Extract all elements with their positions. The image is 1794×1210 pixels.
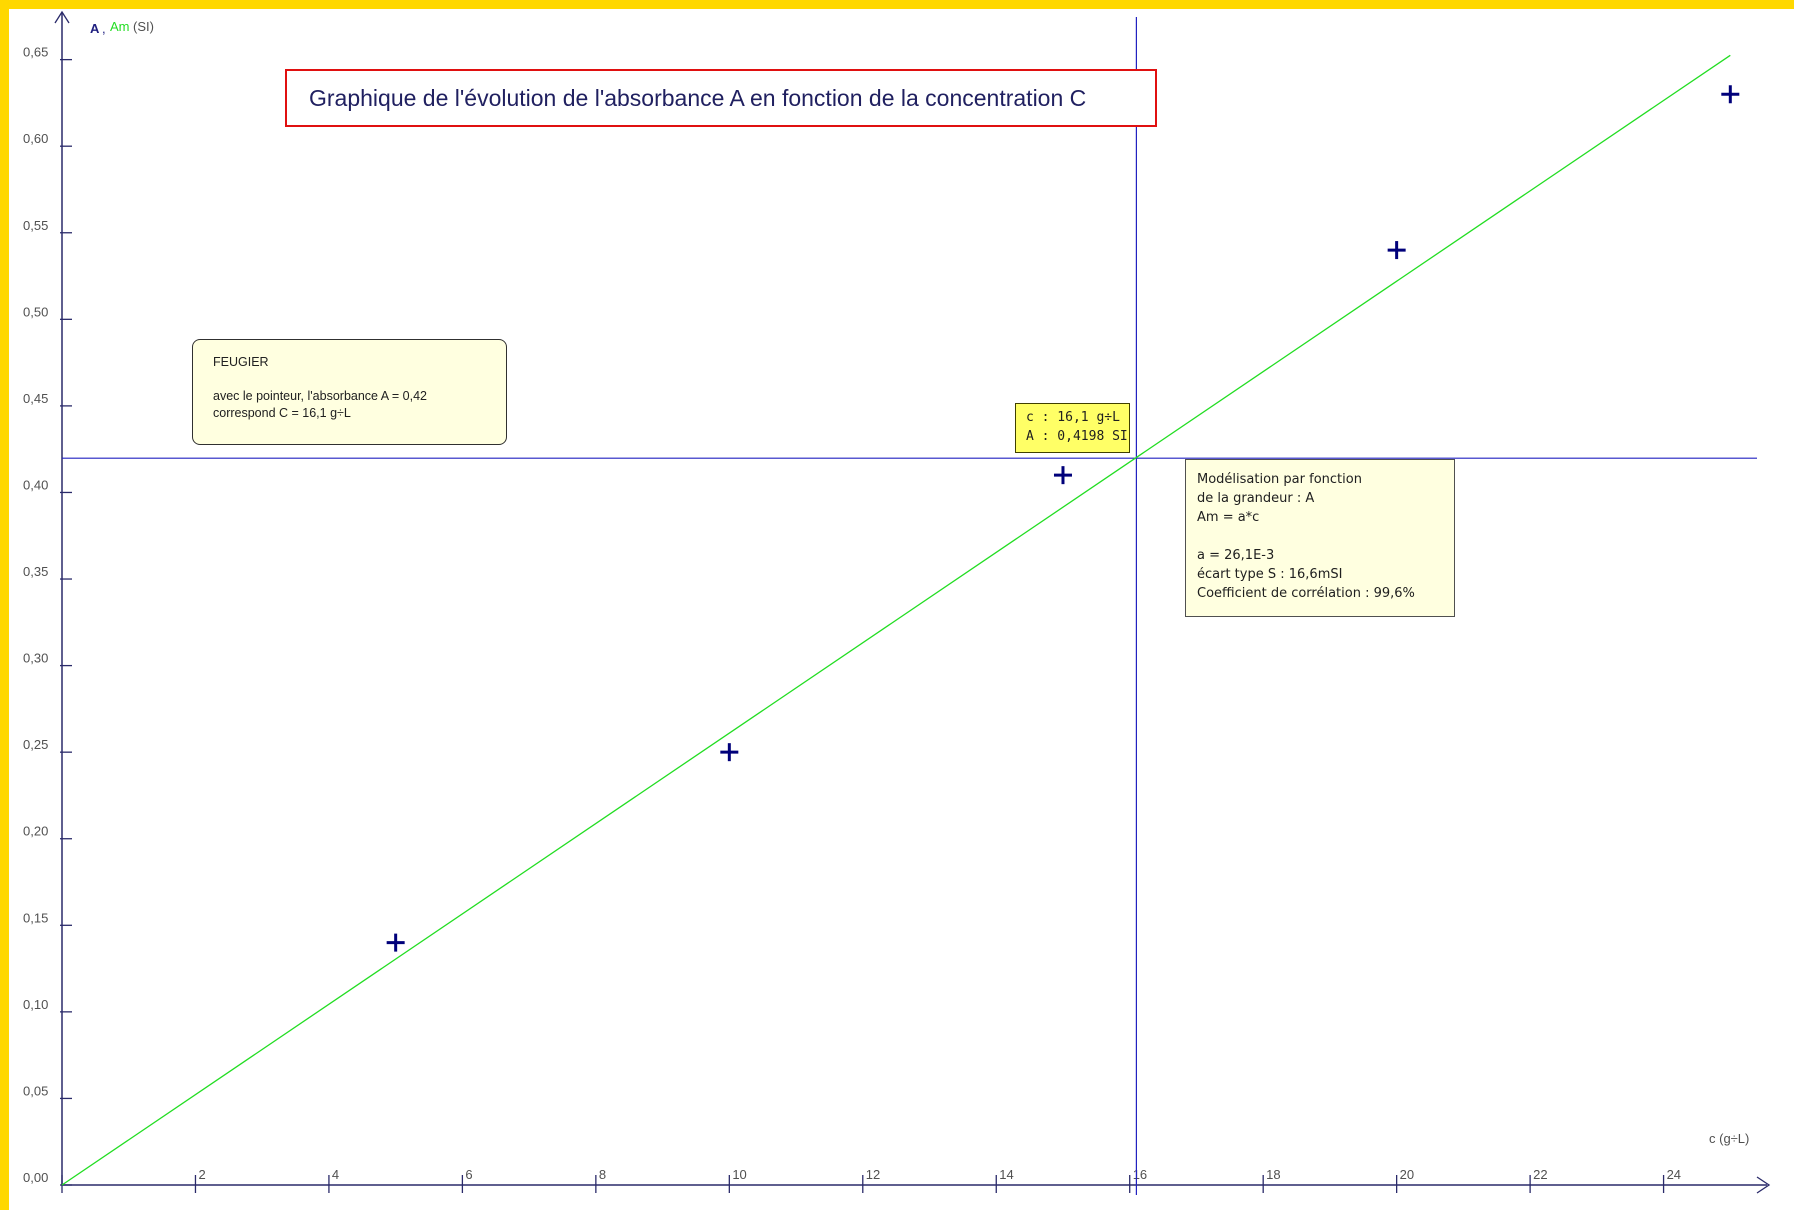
axis-ticks: 2 4 6 8 10 12 14 16 18 20 22 240,000,050,100,150,20… [23,45,1681,1193]
y-axis-separator: , [102,21,106,36]
cursor-readout-a: A : 0,4198 SI [1026,429,1128,444]
x-tick-label: 10 [732,1167,746,1182]
x-tick-label: 12 [866,1167,880,1182]
cursor-readout-c: c : 16,1 g÷L [1026,410,1120,425]
y-axis-arrow [54,10,70,24]
axis-labels: A , Am (SI) c (g÷L) [90,19,1749,1146]
data-point [1721,85,1740,104]
model-gap [1197,527,1443,546]
x-tick-label: 14 [999,1167,1013,1182]
note-gap [213,371,486,388]
data-point [386,933,405,952]
note-author: FEUGIER [213,355,269,369]
x-tick-label: 4 [332,1167,339,1182]
x-tick-label: 2 [198,1167,205,1182]
x-tick-label: 16 [1133,1167,1147,1182]
y-tick-label: 0,05 [23,1083,48,1098]
y-tick-label: 0,60 [23,131,48,146]
y-tick-label: 0,50 [23,304,48,319]
model-line-4: a = 26,1E-3 [1197,548,1275,563]
y-tick-label: 0,40 [23,477,48,492]
y-tick-label: 0,00 [23,1170,48,1185]
y-tick-label: 0,20 [23,824,48,839]
model-line-2: de la grandeur : A [1197,491,1315,506]
model-line-3: Am = a*c [1197,510,1260,525]
x-tick-label: 6 [465,1167,472,1182]
cursor-crosshair[interactable] [62,17,1757,1195]
x-tick-label: 8 [599,1167,606,1182]
axes [54,10,1771,1194]
series-layer [61,54,1740,1186]
model-line-6: Coefficient de corrélation : 99,6% [1197,586,1415,601]
y-axis-series-label-a: A [90,21,100,36]
data-point [1387,241,1406,260]
cursor-readout: c : 16,1 g÷L A : 0,4198 SI [1015,403,1130,453]
x-tick-label: 24 [1667,1167,1681,1182]
x-tick-label: 22 [1533,1167,1547,1182]
y-axis-series-label-am: Am [110,19,130,34]
y-tick-label: 0,10 [23,997,48,1012]
y-tick-label: 0,45 [23,391,48,406]
y-tick-label: 0,35 [23,564,48,579]
data-point [1053,466,1072,485]
model-line-am [61,54,1731,1186]
data-point [720,743,739,762]
y-axis-unit: (SI) [133,19,154,34]
chart-title-text: Graphique de l'évolution de l'absorbance… [309,84,1087,111]
x-tick-label: 20 [1400,1167,1414,1182]
chart-title: Graphique de l'évolution de l'absorbance… [285,69,1157,127]
y-tick-label: 0,30 [23,651,48,666]
x-axis-arrow [1756,1176,1771,1194]
y-tick-label: 0,65 [23,45,48,60]
y-tick-label: 0,55 [23,218,48,233]
y-tick-label: 0,15 [23,910,48,925]
note-annotation[interactable]: FEUGIER avec le pointeur, l'absorbance A… [192,339,507,445]
x-tick-label: 18 [1266,1167,1280,1182]
model-annotation[interactable]: Modélisation par fonction de la grandeur… [1185,459,1455,617]
note-line-1: avec le pointeur, l'absorbance A = 0,42 [213,389,428,403]
x-axis-label: c (g÷L) [1709,1131,1749,1146]
note-line-2: correspond C = 16,1 g÷L [213,406,351,420]
plot-area[interactable]: 2 4 6 8 10 12 14 16 18 20 22 240,000,050,100,150,20… [9,9,1794,1210]
model-line-5: écart type S : 16,6mSI [1197,567,1343,582]
model-line-1: Modélisation par fonction [1197,472,1362,487]
y-tick-label: 0,25 [23,737,48,752]
